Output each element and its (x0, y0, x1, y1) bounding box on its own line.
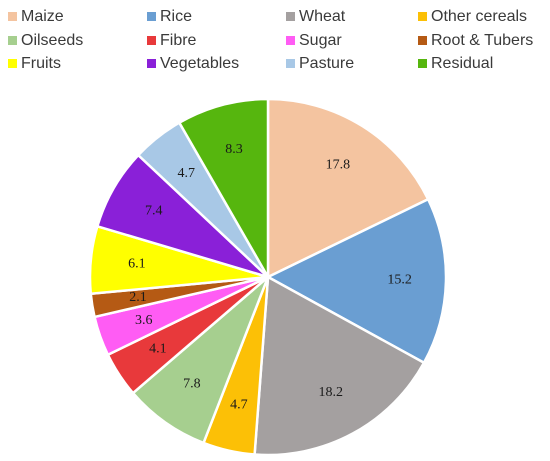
data-label-root-and-tubers: 2.1 (129, 290, 147, 305)
legend-item-vegetables: Vegetables (147, 55, 239, 72)
legend-item-fibre: Fibre (147, 32, 197, 49)
legend-swatch (418, 36, 427, 45)
legend-label: Rice (160, 8, 192, 25)
legend-swatch (8, 59, 17, 68)
legend-label: Wheat (299, 8, 346, 25)
legend-item-sugar: Sugar (286, 32, 342, 49)
legend-swatch (418, 59, 427, 68)
pie-slice-wheat (253, 275, 426, 457)
legend-item-residual: Residual (418, 55, 493, 72)
data-label-oilseeds: 7.8 (183, 377, 201, 392)
legend-swatch (286, 36, 295, 45)
legend-label: Oilseeds (21, 32, 83, 49)
legend-item-wheat: Wheat (286, 8, 346, 25)
slice-labels: 17.8 15.2 18.2 4.7 7.8 4.1 3.6 2.1 6.1 7.4 4.7 8.3 (128, 142, 412, 413)
legend-label: Maize (21, 8, 64, 25)
legend-item-fruits: Fruits (8, 55, 61, 72)
pie-slice-rice (266, 197, 448, 365)
data-label-other-cereals: 4.7 (230, 398, 248, 413)
legend-item-maize: Maize (8, 8, 64, 25)
data-label-maize: 17.8 (326, 158, 351, 173)
data-label-fruits: 6.1 (128, 256, 146, 271)
legend-label: Fruits (21, 55, 61, 72)
data-label-rice: 15.2 (387, 273, 412, 288)
data-label-wheat: 18.2 (318, 385, 343, 400)
legend-swatch (286, 12, 295, 21)
legend-label: Sugar (299, 32, 342, 49)
legend-item-other-cereals: Other cereals (418, 8, 527, 25)
legend-label: Residual (431, 55, 493, 72)
data-label-pasture: 4.7 (178, 166, 196, 181)
legend-swatch (147, 36, 156, 45)
legend-label: Fibre (160, 32, 197, 49)
legend-swatch (147, 59, 156, 68)
data-label-fibre: 4.1 (149, 342, 167, 357)
data-label-vegetables: 7.4 (145, 204, 163, 219)
legend-item-oilseeds: Oilseeds (8, 32, 83, 49)
pie-slice-residual (178, 97, 270, 279)
legend-item-rice: Rice (147, 8, 192, 25)
legend: Maize Rice Wheat Other cereals Oilseeds Fibre… (8, 8, 533, 72)
legend-swatch (147, 12, 156, 21)
legend-label: Other cereals (431, 8, 527, 25)
legend-swatch (286, 59, 295, 68)
data-label-sugar: 3.6 (135, 313, 153, 328)
legend-label: Pasture (299, 55, 354, 72)
legend-swatch (8, 36, 17, 45)
legend-label: Root & Tubers (431, 32, 533, 49)
legend-item-root-and-tubers: Root & Tubers (418, 32, 533, 49)
pie-slice-maize (266, 97, 430, 279)
data-label-residual: 8.3 (225, 142, 243, 157)
legend-label: Vegetables (160, 55, 239, 72)
legend-item-pasture: Pasture (286, 55, 354, 72)
legend-swatch (8, 12, 17, 21)
pie-slices (88, 97, 448, 457)
legend-swatch (418, 12, 427, 21)
